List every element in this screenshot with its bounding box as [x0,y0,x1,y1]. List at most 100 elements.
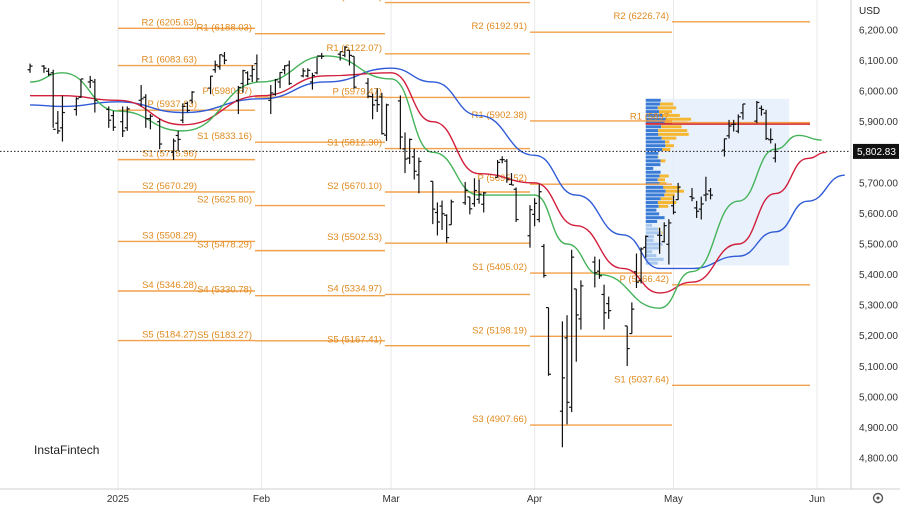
ohlc-bar [240,69,246,93]
ohlc-bar [143,94,149,128]
ohlc-bar [559,321,565,448]
volume-profile-bar-buy [645,125,662,129]
volume-profile-bar-sell [665,140,670,144]
ohlc-bar [481,192,487,213]
time-tick-label: Feb [253,494,271,505]
ohlc-bar [189,91,195,104]
ohlc-bar [365,77,371,99]
volume-profile-bar-sell [660,159,666,163]
volume-profile-bar-sell [663,185,680,189]
volume-profile-bar-sell [658,132,689,136]
pivot-label: S3 (5502.53) [327,232,382,243]
ohlc-bar [439,200,445,230]
ohlc-bar [430,180,436,225]
ohlc-bar [59,95,65,142]
volume-profile-bar-buy [645,117,666,121]
ohlc-bar [499,156,505,164]
ohlc-bar [106,106,112,128]
ohlc-bar [467,196,473,215]
volume-profile-bar-sell [659,174,669,178]
volume-profile-bar-sell [659,110,673,114]
gear-icon[interactable] [872,492,884,504]
ohlc-bar [411,148,417,180]
pivot-label: S1 (5775.96) [142,149,197,160]
ohlc-bar [379,92,385,135]
price-axis[interactable]: 6,200.00 6,100.00 6,000.00 5,900.00 5,700.00… [850,0,900,489]
pivot-label: S3 (5508.29) [142,230,197,241]
volume-profile-bar-buy [645,193,665,197]
time-tick-label: 2025 [107,494,130,505]
volume-profile-bar-buy [645,174,660,178]
current-price-tag: 5,802.83 [853,143,899,159]
volume-profile-bar-buy [645,238,654,242]
ohlc-bar [249,65,255,82]
price-tick-label: 5,200.00 [859,331,898,342]
ohlc-bar [638,247,644,284]
ohlc-bar [171,138,177,160]
ohlc-bar [573,288,579,362]
moving-average-line [30,72,827,294]
ohlc-bar [50,69,56,130]
ohlc-bar [546,306,552,376]
ohlc-bar [495,159,501,178]
volume-profile-bar-buy [645,166,654,170]
chart-settings-button[interactable] [872,492,884,504]
ohlc-bar [277,71,283,89]
volume-profile-bar-buy [645,159,661,163]
price-tick-label: 4,900.00 [859,423,898,434]
ohlc-bar [351,55,357,89]
ohlc-bar [184,101,190,113]
pivot-label: R2 (6205.63) [142,17,197,28]
pivot-label: S1 (5405.02) [472,262,527,273]
volume-profile-bar-buy [645,98,661,102]
pivot-label: S3 (5478.29) [197,240,252,251]
time-tick-label: Apr [527,494,543,505]
currency-selector[interactable]: USD [853,1,899,19]
ohlc-bar [670,195,676,215]
volume-profile-bar-buy [645,170,661,174]
pivot-label: S4 (5330.78) [197,285,252,296]
ohlc-bar [768,128,774,144]
volume-profile-bar-sell [661,136,677,140]
volume-profile-bar-buy [645,242,663,246]
ohlc-bar [397,95,403,150]
volume-profile-bar-buy [645,254,657,258]
volume-profile-bar-sell [664,193,675,197]
volume-profile-bar-buy [645,163,661,167]
pivot-label: R1 (6083.63) [142,55,197,66]
ohlc-bar [92,78,98,113]
volume-profile [645,98,810,266]
ohlc-bar [513,187,519,222]
price-tick-label: 5,500.00 [859,240,898,251]
ohlc-bar [217,54,223,70]
pivot-label: P (5366.42) [620,274,669,285]
gear-icon-center [876,496,880,500]
volume-profile-bar-buy [645,148,663,151]
ohlc-bar [27,63,33,73]
ohlc-bar [536,184,542,223]
ohlc-bar [471,178,477,207]
ohlc-bar [448,199,454,226]
price-tick-label: 5,300.00 [859,301,898,312]
pivot-label: R1 (5902.38) [472,110,527,121]
time-axis[interactable]: 2025 Feb Mar Apr May Jun [0,488,900,510]
ohlc-bar [180,103,186,124]
price-tick-label: 6,100.00 [859,56,898,67]
pivot-label: S5 (5183.27) [197,330,252,341]
ohlc-bar [346,49,352,66]
ohlc-bar [370,93,376,120]
pivot-label: R2 (6226.74) [614,11,669,22]
ohlc-bar [305,68,311,78]
ohlc-bar [624,325,630,366]
ohlc-bar [175,130,181,151]
volume-profile-bar-buy [645,185,664,189]
ohlc-bar [569,249,575,413]
time-tick-label: May [664,494,683,505]
ohlc-bar [694,200,700,219]
ohlc-bar [703,176,709,202]
volume-profile-bar-buy [645,201,658,205]
ohlc-bar [721,138,727,157]
pivot-label: S4 (5334.97) [327,283,382,294]
price-tick-label: 5,000.00 [859,392,898,403]
